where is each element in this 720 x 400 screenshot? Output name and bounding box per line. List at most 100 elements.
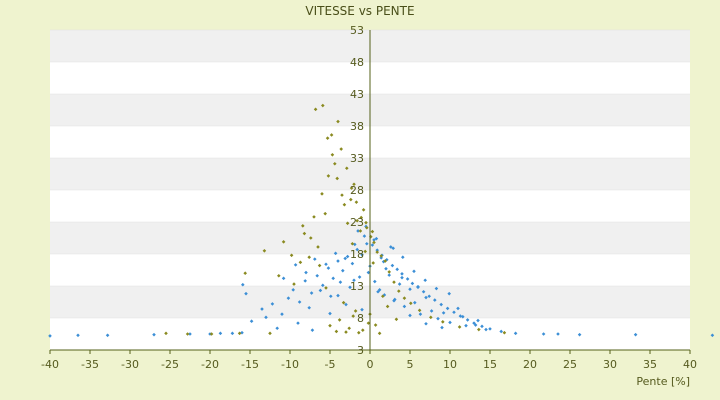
data-point [341, 300, 346, 305]
data-point [395, 267, 399, 272]
data-point [387, 270, 391, 274]
tick-labels: -40 -35 -30 -25 -20 -15 -10 -5 0 5 10 15 20 25 30 35 40 3… [41, 24, 697, 371]
chart-title: VITESSE vs PENTE [305, 4, 414, 18]
x-tick-label: 0 [367, 358, 374, 371]
data-point [341, 268, 345, 273]
data-point [464, 323, 468, 328]
data-point [304, 270, 308, 275]
data-point [337, 318, 342, 322]
data-point [375, 248, 379, 252]
data-point [309, 236, 313, 240]
x-tick-label: 20 [523, 358, 537, 371]
data-point [321, 103, 325, 108]
data-point [358, 229, 363, 233]
x-tick-label: 5 [407, 358, 414, 371]
data-point [237, 331, 242, 336]
data-point [320, 192, 324, 196]
data-point [633, 332, 638, 337]
data-point [375, 250, 379, 254]
data-point [412, 269, 416, 274]
y-tick-label: 43 [350, 88, 364, 101]
y-tick-label: 28 [350, 184, 364, 197]
data-point [392, 280, 396, 284]
data-point [392, 298, 396, 303]
data-point [364, 224, 368, 229]
data-point [364, 220, 368, 225]
data-point [353, 309, 358, 313]
data-point [289, 253, 294, 258]
data-point [48, 334, 52, 338]
x-axis-label: Pente [%] [636, 375, 690, 388]
data-point [218, 331, 223, 336]
data-point [365, 241, 369, 246]
data-point [502, 330, 507, 335]
data-point [209, 332, 214, 336]
data-point [330, 153, 335, 157]
data-point [264, 315, 268, 320]
data-point [447, 291, 451, 296]
data-point [338, 280, 343, 284]
data-point [387, 273, 391, 277]
data-point [313, 257, 317, 261]
y-tick-label: 38 [350, 120, 364, 133]
data-point [413, 300, 417, 305]
data-point [377, 288, 382, 292]
data-point [390, 263, 395, 268]
data-point [366, 270, 371, 275]
data-point [260, 307, 264, 311]
data-point [351, 314, 355, 318]
data-point [397, 282, 402, 286]
data-point [301, 224, 305, 228]
x-tick-label: 30 [603, 358, 617, 371]
data-point [315, 273, 319, 278]
data-point [556, 332, 560, 336]
data-point [342, 202, 347, 207]
data-point [307, 305, 311, 310]
data-point [402, 304, 407, 309]
data-point [317, 263, 322, 268]
data-point [373, 279, 377, 284]
data-point [360, 252, 364, 257]
data-point [344, 330, 348, 334]
data-point [336, 293, 340, 298]
y-tick-label: 8 [357, 312, 364, 325]
data-point [499, 329, 503, 334]
data-point [333, 251, 338, 256]
y-tick-label: 13 [350, 280, 364, 293]
x-tick-label: 15 [483, 358, 497, 371]
data-point [355, 247, 359, 252]
data-point [349, 186, 354, 190]
data-point [352, 182, 356, 187]
data-point [328, 311, 332, 316]
data-point [164, 331, 168, 336]
data-point [297, 300, 302, 304]
data-point [325, 136, 330, 140]
data-point [382, 293, 387, 297]
data-point [370, 243, 375, 247]
data-point [281, 276, 286, 281]
data-point [331, 276, 335, 281]
data-point [344, 302, 348, 307]
data-point [440, 325, 444, 330]
data-point [321, 283, 325, 288]
data-point [439, 302, 443, 307]
data-point [373, 323, 378, 327]
data-point [417, 308, 422, 313]
data-point [452, 310, 456, 315]
y-tick-label: 48 [350, 56, 364, 69]
data-point [361, 208, 366, 212]
data-point [105, 333, 110, 338]
data-point [324, 262, 328, 267]
data-point [400, 275, 404, 280]
data-point [277, 273, 281, 278]
data-point [326, 266, 331, 270]
data-point [328, 323, 332, 328]
data-point [307, 255, 311, 259]
y-tick-label: 53 [350, 24, 364, 37]
data-point [339, 147, 343, 151]
data-point [361, 328, 365, 332]
data-point [457, 325, 462, 329]
data-point [350, 241, 355, 246]
data-point [372, 240, 376, 245]
